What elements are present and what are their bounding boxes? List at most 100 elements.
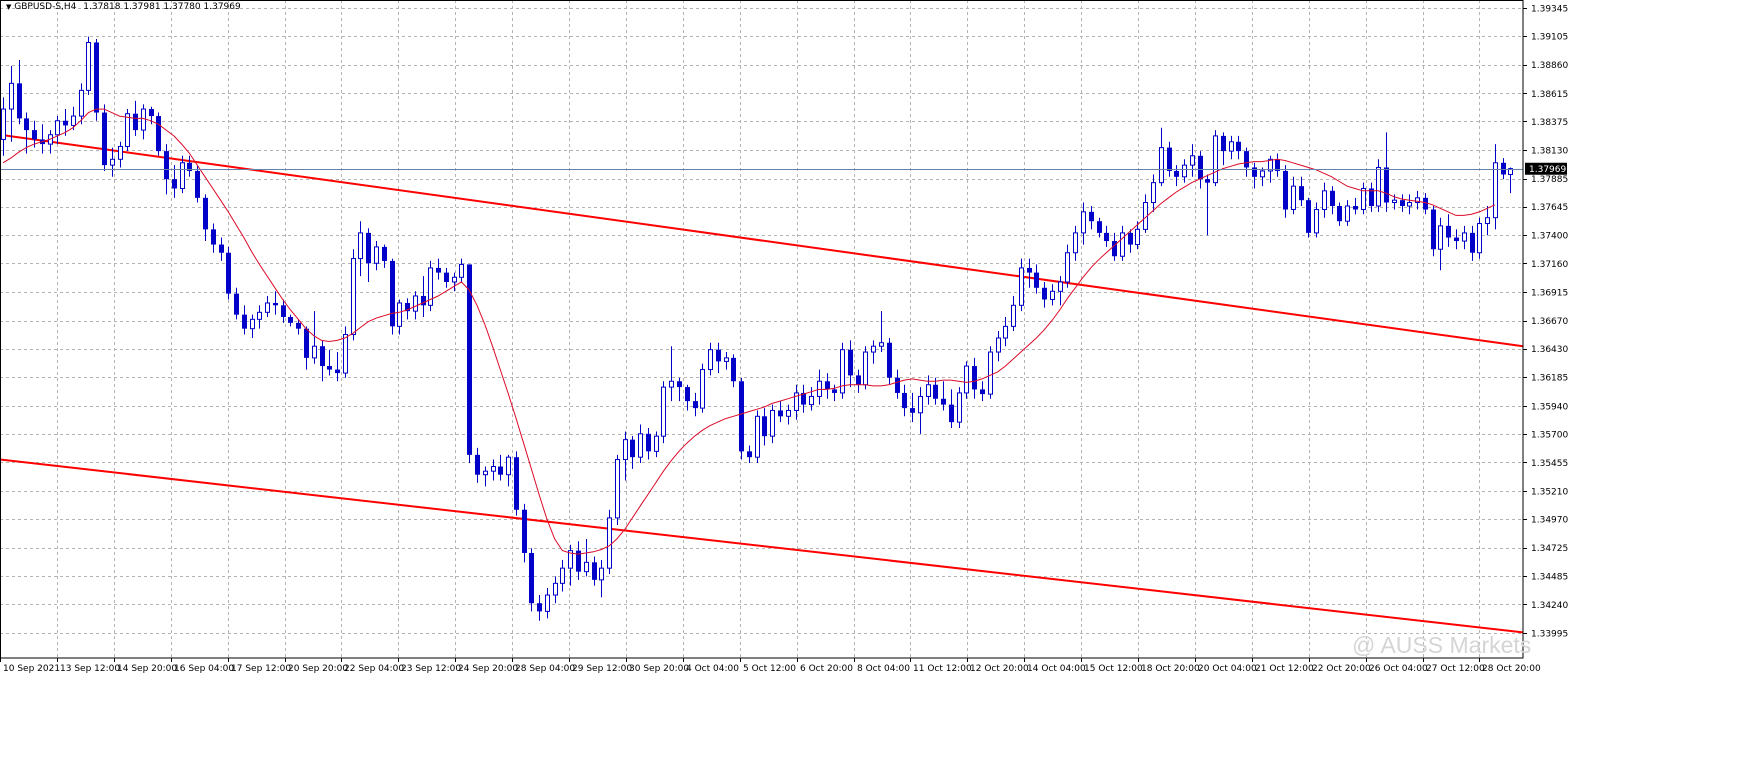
- candle-body-bull: [119, 146, 123, 159]
- candle-body-bear: [529, 553, 534, 603]
- candle-body-bear: [1198, 156, 1203, 179]
- candle-body-bull: [965, 366, 969, 393]
- price-tick-label: 1.36915: [1531, 288, 1568, 298]
- candle-body-bull: [1004, 326, 1008, 338]
- candle-body-bear: [475, 455, 480, 475]
- candle-body-bull: [670, 381, 674, 387]
- candle-body-bear: [242, 315, 247, 329]
- price-tick-label: 1.36185: [1531, 374, 1568, 384]
- candle-body-bull: [1408, 203, 1412, 207]
- candle-body-bear: [219, 245, 224, 253]
- time-tick-label: 28 Oct 20:00: [1482, 664, 1541, 674]
- candle-body-bear: [902, 393, 907, 408]
- time-tick-label: 21 Oct 12:00: [1255, 664, 1314, 674]
- candle-body-bear: [941, 399, 946, 405]
- candle-body-bear: [1027, 268, 1032, 273]
- price-tick-label: 1.35210: [1531, 488, 1568, 498]
- time-tick-label: 12 Oct 20:00: [970, 664, 1029, 674]
- price-tick-label: 1.36670: [1531, 317, 1568, 327]
- candle-body-bull: [126, 114, 130, 147]
- candle-body-bear: [273, 303, 278, 305]
- candle-body-bear: [320, 346, 325, 366]
- price-tick-label: 1.34485: [1531, 572, 1568, 582]
- price-tick-label: 1.34240: [1531, 601, 1568, 611]
- time-tick-label: 30 Sep 20:00: [629, 664, 689, 674]
- candle-body-bull: [989, 352, 993, 394]
- candle-body-bear: [716, 350, 721, 362]
- price-tick-label: 1.37645: [1531, 203, 1568, 213]
- candle-body-bear: [1330, 191, 1335, 206]
- candle-body-bull: [1292, 186, 1296, 209]
- candle-body-bear: [910, 408, 915, 413]
- time-tick-label: 20 Oct 04:00: [1198, 664, 1257, 674]
- candle-body-bear: [731, 358, 736, 381]
- candle-body-bear: [1400, 200, 1405, 206]
- candle-body-bull: [181, 163, 185, 189]
- candle-body-bear: [32, 130, 37, 139]
- candle-body-bull: [1214, 136, 1218, 183]
- current-price-tag-label: 1.37969: [1529, 165, 1566, 175]
- candle-body-bull: [1012, 305, 1016, 326]
- candle-body-bull: [546, 595, 550, 611]
- candle-body-bear: [1454, 238, 1459, 242]
- candle-body-bull: [600, 568, 604, 580]
- candle-body-bull: [919, 396, 923, 412]
- time-tick-label: 10 Sep 2021: [3, 664, 60, 674]
- candle-body-bull: [1020, 268, 1024, 305]
- candle-body-bear: [498, 467, 503, 475]
- candle-body-bear: [832, 389, 837, 393]
- candle-body-bear: [1470, 233, 1475, 253]
- candle-body-bear: [739, 381, 744, 451]
- candle-body-bull: [1059, 282, 1063, 291]
- candle-body-bull: [1362, 188, 1366, 209]
- candle-body-bear: [887, 343, 892, 378]
- chart-header: ▼ GBPUSD-S,H4 1.37818 1.37981 1.37780 1.…: [6, 2, 241, 12]
- price-tick-label: 1.38860: [1531, 61, 1568, 71]
- time-tick-label: 23 Sep 12:00: [401, 664, 461, 674]
- candle-body-bear: [203, 198, 208, 230]
- candle-body-bear: [522, 510, 527, 553]
- time-tick-label: 13 Sep 12:00: [60, 664, 120, 674]
- candle-body-bull: [1066, 253, 1070, 282]
- candle-body-bull: [810, 396, 814, 404]
- price-tick-label: 1.37885: [1531, 175, 1568, 185]
- price-tick-label: 1.35700: [1531, 430, 1568, 440]
- candle-body-bear: [1337, 206, 1342, 221]
- candle-body-bear: [327, 366, 332, 370]
- candle-body-bear: [856, 375, 861, 384]
- candle-body-bear: [444, 273, 449, 282]
- candle-body-bull: [1160, 148, 1164, 183]
- candle-body-bear: [1167, 148, 1172, 171]
- candle-body-bear: [933, 385, 938, 399]
- time-tick-label: 14 Sep 20:00: [117, 664, 177, 674]
- candle-body-bull: [1136, 229, 1140, 244]
- candle-body-bear: [1252, 167, 1257, 176]
- candle-body-bull: [1323, 191, 1327, 210]
- candle-body-bear: [980, 389, 985, 394]
- candle-body-bear: [1306, 200, 1311, 233]
- candle-body-bear: [646, 434, 651, 452]
- candle-body-bear: [1128, 233, 1133, 245]
- candle-body-bear: [1283, 171, 1288, 210]
- candle-body-bull: [1377, 167, 1381, 206]
- time-tick-label: 24 Sep 20:00: [458, 664, 518, 674]
- candle-body-bear: [1034, 273, 1039, 288]
- candle-body-bull: [344, 335, 348, 374]
- candle-body-bear: [296, 323, 301, 329]
- time-tick-label: 20 Sep 20:00: [288, 664, 348, 674]
- price-axis[interactable]: 1.39345 1.39105 1.38860 1.38615 1.38375 1.381…: [1523, 5, 1568, 640]
- candle-body-bull: [142, 109, 146, 130]
- candle-body-bull: [251, 319, 255, 328]
- candlestick-series: [2, 37, 1513, 621]
- candle-body-bear: [1097, 221, 1102, 233]
- collapse-arrow-icon[interactable]: ▼: [6, 3, 11, 11]
- time-tick-label: 14 Oct 04:00: [1027, 664, 1086, 674]
- candle-body-bear: [195, 171, 200, 198]
- time-tick-label: 28 Sep 04:00: [515, 664, 575, 674]
- candle-body-bull: [608, 518, 612, 568]
- candle-body-bull: [554, 583, 558, 595]
- candle-body-bear: [848, 350, 853, 376]
- candle-body-bull: [1191, 156, 1195, 165]
- time-tick-label: 4 Oct 04:00: [686, 664, 739, 674]
